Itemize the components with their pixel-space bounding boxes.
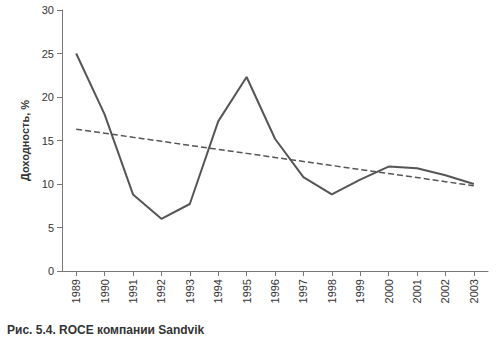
svg-text:2003: 2003 [468, 279, 480, 303]
svg-text:2001: 2001 [411, 279, 423, 303]
svg-text:1992: 1992 [155, 279, 167, 303]
svg-text:1995: 1995 [241, 279, 253, 303]
svg-text:0: 0 [48, 265, 54, 277]
svg-text:1994: 1994 [212, 279, 224, 303]
svg-text:1999: 1999 [354, 279, 366, 303]
svg-text:2000: 2000 [383, 279, 395, 303]
svg-text:1990: 1990 [99, 279, 111, 303]
svg-text:1991: 1991 [127, 279, 139, 303]
svg-text:30: 30 [42, 4, 54, 16]
svg-text:Доходность, %: Доходность, % [19, 100, 31, 181]
svg-text:10: 10 [42, 178, 54, 190]
svg-text:5: 5 [48, 222, 54, 234]
svg-text:25: 25 [42, 48, 54, 60]
svg-text:Рис. 5.4. ROCE компании Sandvi: Рис. 5.4. ROCE компании Sandvik [7, 323, 205, 337]
svg-text:15: 15 [42, 135, 54, 147]
svg-text:2002: 2002 [439, 279, 451, 303]
svg-text:1993: 1993 [184, 279, 196, 303]
svg-text:1998: 1998 [326, 279, 338, 303]
svg-text:1989: 1989 [70, 279, 82, 303]
svg-text:1996: 1996 [269, 279, 281, 303]
svg-text:1997: 1997 [297, 279, 309, 303]
svg-text:20: 20 [42, 91, 54, 103]
